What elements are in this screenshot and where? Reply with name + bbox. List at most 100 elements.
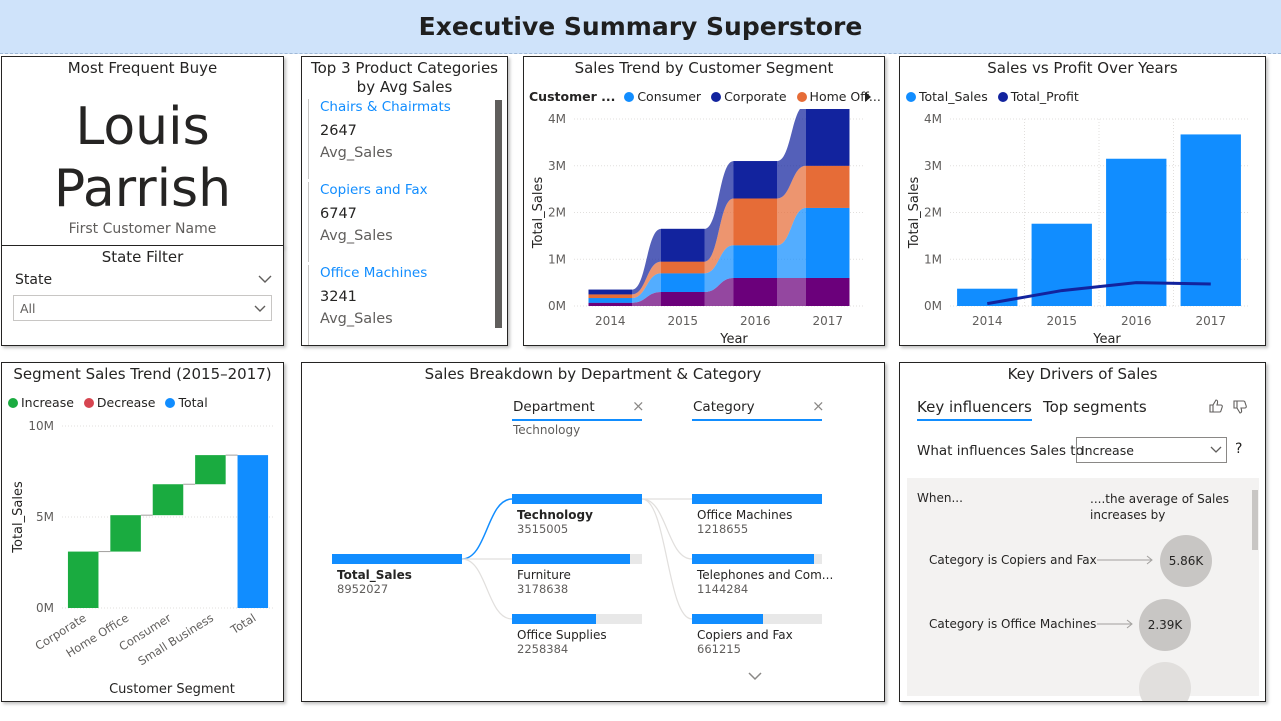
- tree-node[interactable]: Copiers and Fax 661215: [692, 614, 822, 664]
- legend-item-consumer[interactable]: Consumer: [624, 89, 701, 104]
- decomposition-card: Sales Breakdown by Department & Category…: [301, 362, 885, 702]
- tree-node-value: 2258384: [517, 642, 569, 656]
- sales-profit-title: Sales vs Profit Over Years: [987, 59, 1178, 77]
- department-header-label: Department: [513, 399, 595, 415]
- tree-link: [641, 498, 693, 620]
- ribbon-other: [588, 277, 850, 306]
- segment-trend-legend: Customer ... Consumer Corporate Home Off…: [529, 89, 884, 104]
- tree-node[interactable]: Office Machines 1218655: [692, 494, 822, 544]
- tree-link: [461, 498, 513, 560]
- legend-item-increase[interactable]: Increase: [8, 395, 74, 410]
- waterfall-increase-bar[interactable]: [67, 551, 99, 608]
- legend-item-decrease[interactable]: Decrease: [83, 395, 156, 410]
- top3-item: Copiers and Fax 6747 Avg_Sales: [308, 182, 489, 262]
- ribbon-segment[interactable]: [733, 245, 778, 278]
- legend-item-total[interactable]: Total: [165, 395, 208, 410]
- waterfall-increase-bar[interactable]: [152, 484, 184, 516]
- category-header[interactable]: Category ×: [692, 397, 825, 421]
- tree-node-bar: [692, 554, 814, 564]
- buyer-first-name: Louis: [75, 97, 210, 157]
- influencer-row[interactable]: Category is Office Machines 2.39K: [907, 598, 1247, 652]
- y-tick-label: 5M: [36, 510, 54, 524]
- ribbon-segment[interactable]: [733, 198, 778, 246]
- tree-node[interactable]: Total_Sales 8952027: [332, 554, 462, 604]
- top3-title-line2: by Avg Sales: [356, 78, 453, 96]
- sales-bar[interactable]: [1180, 134, 1241, 306]
- tab-top-segments[interactable]: Top segments: [1043, 398, 1147, 416]
- ribbon-segment[interactable]: [806, 165, 850, 208]
- waterfall-total-bar[interactable]: [237, 455, 269, 608]
- top3-title-line1: Top 3 Product Categories: [311, 59, 498, 77]
- top3-item-value: 6747: [320, 206, 357, 222]
- ribbon-segment[interactable]: [588, 298, 633, 303]
- tree-node-value: 3178638: [517, 582, 569, 596]
- legend-item-corporate[interactable]: Corporate: [711, 89, 787, 104]
- buyer-caption: First Customer Name: [68, 221, 217, 237]
- legend-next-icon[interactable]: [864, 92, 872, 102]
- x-tick-label: Total: [227, 611, 258, 638]
- collapse-chevron-icon[interactable]: [258, 274, 272, 284]
- buyer-last-name: Parrish: [53, 159, 232, 219]
- x-tick-label: 2015: [667, 314, 698, 328]
- tree-node-value: 1144284: [697, 582, 749, 596]
- segment-trend-chart: 0M 1M 2M 3M 4M 2014 2015 2016 2017 Year Total_Sale…: [531, 109, 864, 345]
- tree-node[interactable]: Furniture 3178638: [512, 554, 642, 604]
- influencers-scrollbar[interactable]: [1252, 490, 1258, 550]
- x-tick-label: 2014: [972, 314, 1003, 328]
- legend-item-total-sales[interactable]: Total_Sales: [906, 89, 988, 104]
- ribbon-segment[interactable]: [806, 277, 850, 306]
- category-header-label: Category: [693, 399, 755, 415]
- y-tick-label: 1M: [924, 252, 942, 266]
- tree-node-bar: [512, 614, 596, 624]
- ribbon-segment[interactable]: [733, 277, 778, 306]
- ribbon-segment[interactable]: [588, 294, 633, 299]
- close-icon[interactable]: ×: [812, 397, 825, 415]
- tree-node-bar: [512, 554, 630, 564]
- top3-item: Office Machines 3241 Avg_Sales: [308, 265, 489, 345]
- help-icon[interactable]: ?: [1235, 441, 1243, 457]
- state-field-label: State: [15, 272, 53, 288]
- ribbon-segment[interactable]: [588, 289, 633, 295]
- tab-key-influencers[interactable]: Key influencers: [917, 398, 1032, 421]
- ribbon-segment[interactable]: [661, 291, 705, 306]
- top3-scrollbar[interactable]: [495, 100, 502, 328]
- legend-item-home-office[interactable]: Home Off...: [796, 89, 881, 104]
- ribbon-segment[interactable]: [661, 273, 705, 292]
- tree-node[interactable]: Office Supplies 2258384: [512, 614, 642, 664]
- ribbon-segment[interactable]: [806, 207, 850, 278]
- thumbs-up-icon[interactable]: [1208, 398, 1224, 414]
- top3-item: Chairs & Chairmats 2647 Avg_Sales: [308, 99, 489, 179]
- state-dropdown[interactable]: All: [13, 295, 272, 321]
- segment-trend-card: Sales Trend by Customer Segment Customer…: [523, 56, 885, 346]
- department-header[interactable]: Department ×: [512, 397, 645, 421]
- y-tick-label: 1M: [548, 252, 566, 266]
- waterfall-increase-bar[interactable]: [195, 455, 226, 485]
- waterfall-legend: Increase Decrease Total: [8, 395, 214, 410]
- ribbon-consumer: [588, 207, 850, 303]
- y-axis-label: Total_Sales: [907, 177, 922, 250]
- ribbon-segment[interactable]: [661, 261, 705, 274]
- chevron-down-icon[interactable]: [748, 672, 762, 681]
- waterfall-increase-bar[interactable]: [110, 515, 141, 552]
- tree-node[interactable]: Telephones and Com... 1144284: [692, 554, 833, 604]
- x-tick-label: 2017: [1195, 314, 1226, 328]
- ribbon-segment[interactable]: [806, 109, 850, 166]
- state-filter-card: State Filter State All: [1, 246, 284, 346]
- x-tick-label: 2016: [1121, 314, 1152, 328]
- thumbs-down-icon[interactable]: [1232, 400, 1248, 416]
- top3-item-name: Copiers and Fax: [320, 182, 428, 198]
- chevron-down-icon: [254, 305, 266, 312]
- legend-item-total-profit[interactable]: Total_Profit: [997, 89, 1079, 104]
- tree-node-bar-track: [512, 554, 642, 564]
- ribbon-segment[interactable]: [733, 161, 778, 199]
- close-icon[interactable]: ×: [632, 397, 645, 415]
- ribbon-segment[interactable]: [661, 228, 705, 262]
- tree-node[interactable]: Technology 3515005: [512, 494, 642, 544]
- ribbon-segment[interactable]: [588, 302, 633, 306]
- top3-title: Top 3 Product Categories by Avg Sales: [302, 59, 507, 97]
- influencer-row[interactable]: Category is Copiers and Fax 5.86K: [907, 534, 1247, 588]
- sales-bar[interactable]: [1031, 223, 1092, 306]
- y-tick-label: 0M: [36, 601, 54, 615]
- influence-target-dropdown[interactable]: Increase: [1076, 437, 1227, 463]
